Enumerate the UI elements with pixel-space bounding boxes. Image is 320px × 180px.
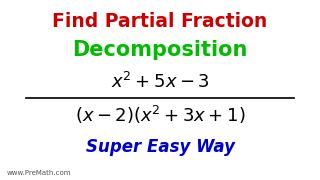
Text: Find Partial Fraction: Find Partial Fraction [52,12,268,31]
Text: Super Easy Way: Super Easy Way [85,138,235,156]
Text: $x^2 + 5x - 3$: $x^2 + 5x - 3$ [111,72,209,92]
Text: www.PreMath.com: www.PreMath.com [6,170,71,176]
Text: $(x - 2)(x^2 + 3x + 1)$: $(x - 2)(x^2 + 3x + 1)$ [75,104,245,126]
Text: Decomposition: Decomposition [72,40,248,60]
